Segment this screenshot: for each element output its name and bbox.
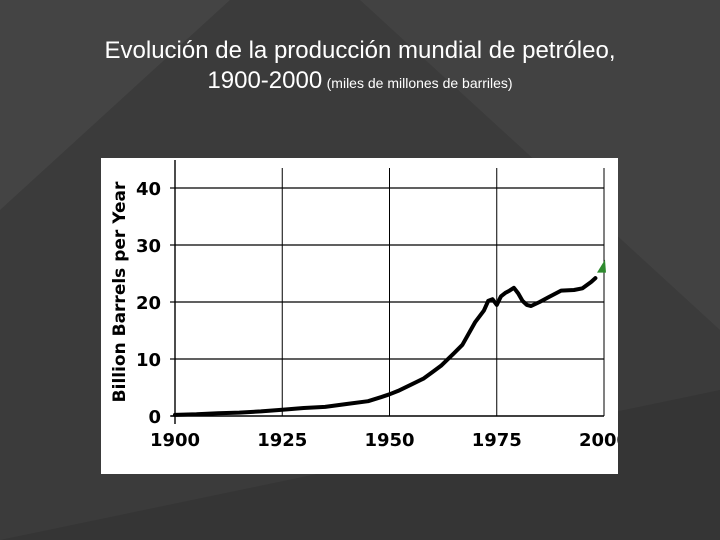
title-units-note: (miles de millones de barriles) [326,75,513,91]
y-tick-label-10: 10 [136,350,161,371]
y-axis-label: Billion Barrels per Year [110,181,130,402]
x-tick-label-1975: 1975 [472,430,522,451]
title-line-1: Evolución de la producción mundial de pe… [104,37,616,64]
oil-production-chart: 0 10 20 30 40 1900 1925 1950 1975 2000 Billion Ba… [110,160,629,451]
y-tick-label-0: 0 [148,407,161,428]
chart-panel: 0 10 20 30 40 1900 1925 1950 1975 2000 Billion Ba… [101,158,629,474]
y-tick-label-30: 30 [136,236,161,257]
x-tick-label-1925: 1925 [257,430,307,451]
y-tick-label-40: 40 [136,179,161,200]
x-tick-label-2000: 2000 [579,430,618,451]
x-tick-label-1950: 1950 [364,430,414,451]
x-tick-label-1900: 1900 [150,430,200,451]
series-line-0 [173,276,598,417]
slide-title: Evolución de la producción mundial de pe… [40,36,680,99]
title-years: 1900-2000 [207,67,323,94]
marker-triangle [597,259,606,273]
y-tick-label-20: 20 [136,293,161,314]
